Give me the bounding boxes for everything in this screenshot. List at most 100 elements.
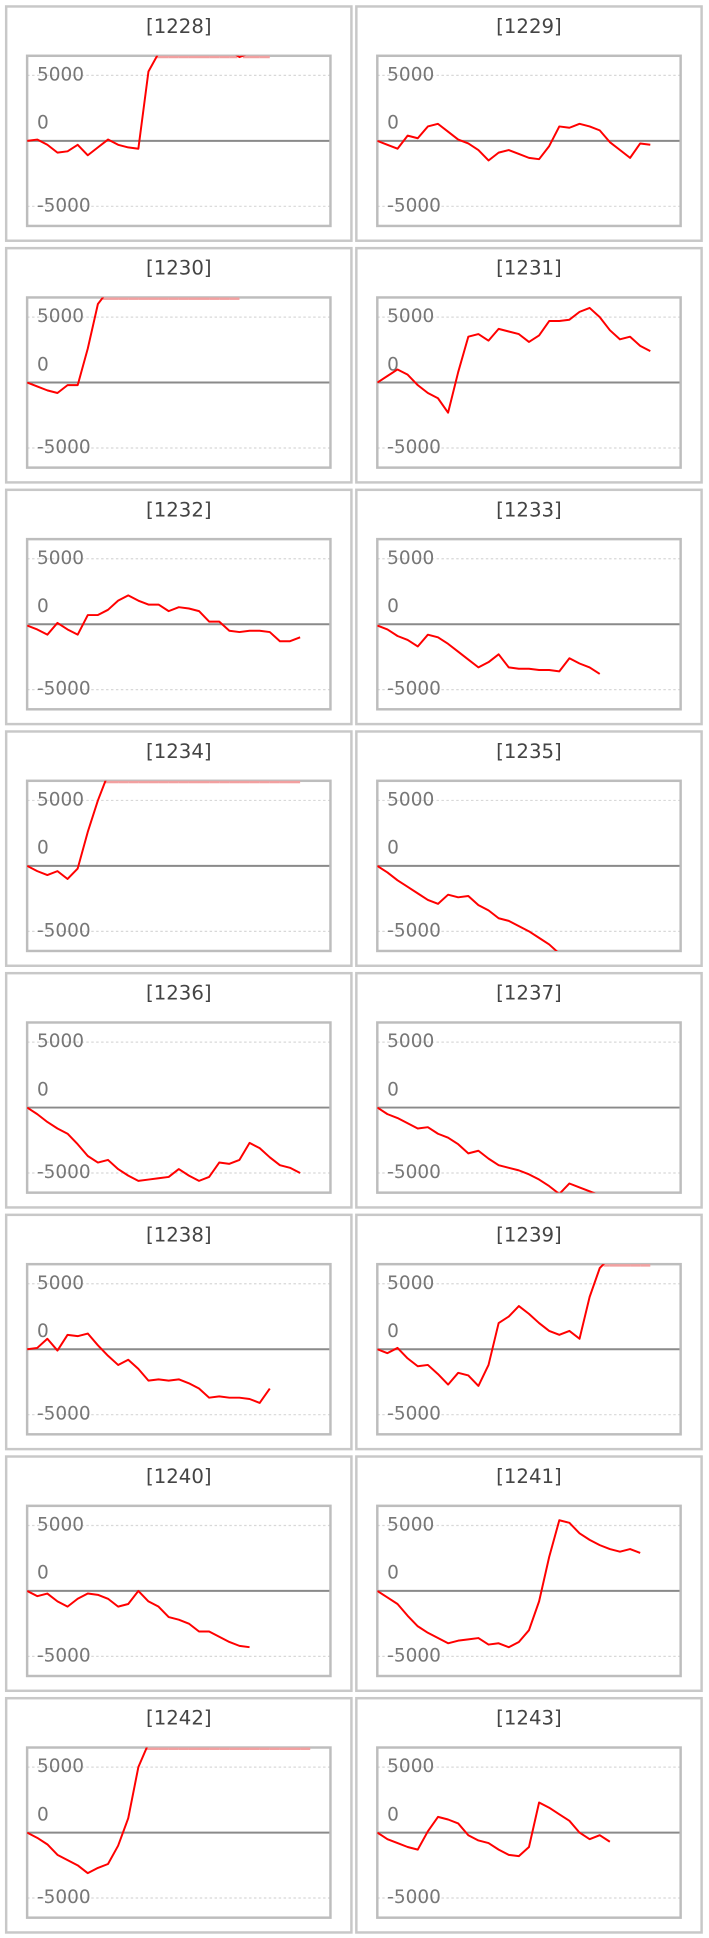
y-tick-label: 5000 — [37, 789, 84, 810]
chart-panel: [1237] 5000 0 -5000 — [355, 971, 703, 1209]
y-tick-label: 5000 — [37, 548, 84, 569]
y-tick-label: -5000 — [387, 1887, 441, 1908]
data-line — [27, 297, 105, 394]
y-tick-label: 0 — [387, 1321, 399, 1342]
panel-frame — [355, 1455, 703, 1693]
y-tick-label: -5000 — [37, 920, 91, 941]
chart-title: [1231] — [496, 257, 562, 280]
chart-panel: [1242] 5000 0 -5000 — [4, 1696, 353, 1934]
y-tick-label: -5000 — [387, 1404, 441, 1425]
y-tick-label: 5000 — [37, 1514, 84, 1535]
y-tick-label: 0 — [387, 1563, 399, 1584]
y-tick-label: 0 — [387, 596, 399, 617]
chart-panel: [1240] 5000 0 -5000 — [4, 1455, 353, 1693]
y-tick-label: 0 — [37, 1079, 49, 1100]
y-tick-label: 5000 — [387, 548, 434, 569]
y-tick-label: 0 — [387, 113, 399, 134]
chart-panel: [1229] 5000 0 -5000 — [355, 5, 703, 242]
y-tick-label: -5000 — [37, 1404, 91, 1425]
chart-title: [1239] — [496, 1223, 562, 1246]
y-tick-label: -5000 — [387, 920, 441, 941]
chart-panel: [1235] 5000 0 -5000 — [355, 730, 703, 967]
y-tick-label: -5000 — [387, 437, 441, 458]
y-tick-label: -5000 — [37, 1887, 91, 1908]
y-tick-label: 0 — [37, 596, 49, 617]
chart-title: [1235] — [496, 740, 562, 763]
y-tick-label: 0 — [37, 1804, 49, 1825]
data-line — [377, 122, 651, 162]
panel-frame — [4, 5, 353, 242]
data-line — [27, 55, 246, 157]
y-tick-label: 5000 — [387, 1756, 434, 1777]
chart-title: [1232] — [146, 498, 212, 521]
y-tick-label: 0 — [387, 354, 399, 375]
y-tick-label: 0 — [387, 1804, 399, 1825]
chart-panel: [1230] 5000 0 -5000 — [4, 246, 353, 484]
y-tick-label: -5000 — [37, 437, 91, 458]
panel-frame — [355, 1696, 703, 1934]
y-tick-label: 5000 — [387, 1514, 434, 1535]
chart-panel: [1232] 5000 0 -5000 — [4, 488, 353, 726]
data-line — [27, 780, 107, 880]
y-tick-label: -5000 — [37, 1162, 91, 1183]
data-line — [27, 594, 301, 643]
chart-title: [1242] — [146, 1707, 212, 1730]
y-tick-label: 5000 — [37, 1273, 84, 1294]
plot-frame — [25, 537, 332, 711]
chart-title: [1233] — [496, 498, 562, 521]
y-tick-label: -5000 — [37, 679, 91, 700]
y-tick-label: 0 — [37, 1563, 49, 1584]
chart-panel: [1239] 5000 0 -5000 — [355, 1213, 703, 1451]
chart-panel: [1241] 5000 0 -5000 — [355, 1455, 703, 1693]
data-line — [377, 1264, 605, 1387]
chart-title: [1229] — [496, 15, 562, 38]
chart-title: [1238] — [146, 1223, 212, 1246]
y-tick-label: 0 — [387, 1079, 399, 1100]
data-line — [27, 1106, 301, 1182]
panel-frame — [4, 246, 353, 484]
chart-title: [1241] — [496, 1465, 562, 1488]
panel-frame — [355, 246, 703, 484]
data-line — [377, 624, 601, 675]
y-tick-label: 0 — [387, 838, 399, 859]
panel-frame — [355, 5, 703, 242]
chart-panel: [1243] 5000 0 -5000 — [355, 1696, 703, 1934]
y-tick-label: -5000 — [37, 1645, 91, 1666]
y-tick-label: 5000 — [387, 789, 434, 810]
panel-frame — [4, 1213, 353, 1451]
panel-frame — [355, 488, 703, 726]
y-tick-label: 5000 — [37, 1756, 84, 1777]
y-tick-label: 0 — [37, 113, 49, 134]
y-tick-label: 0 — [37, 1321, 49, 1342]
y-tick-label: 5000 — [387, 1273, 434, 1294]
chart-title: [1228] — [146, 15, 212, 38]
y-tick-label: 5000 — [387, 64, 434, 85]
y-tick-label: -5000 — [387, 195, 441, 216]
chart-panel: [1238] 5000 0 -5000 — [4, 1213, 353, 1451]
data-line — [377, 1801, 611, 1858]
data-line — [377, 306, 651, 414]
y-tick-label: 5000 — [37, 306, 84, 327]
data-line — [377, 1106, 596, 1193]
panel-frame — [4, 1455, 353, 1693]
chart-title: [1234] — [146, 740, 212, 763]
chart-panel: [1236] 5000 0 -5000 — [4, 971, 353, 1209]
data-line — [27, 1589, 250, 1649]
y-tick-label: 5000 — [37, 64, 84, 85]
chart-title: [1230] — [146, 257, 212, 280]
data-line — [27, 1747, 148, 1875]
chart-title: [1240] — [146, 1465, 212, 1488]
chart-panel: [1231] 5000 0 -5000 — [355, 246, 703, 484]
panel-frame — [355, 1213, 703, 1451]
y-tick-label: 0 — [37, 838, 49, 859]
panel-frame — [4, 1696, 353, 1934]
chart-panel: [1228] 5000 0 -5000 — [4, 5, 353, 242]
y-tick-label: -5000 — [387, 1645, 441, 1666]
data-line — [377, 1519, 641, 1649]
panel-frame — [355, 730, 703, 967]
data-line — [377, 865, 558, 951]
panel-frame — [355, 971, 703, 1209]
y-tick-label: 5000 — [387, 1031, 434, 1052]
